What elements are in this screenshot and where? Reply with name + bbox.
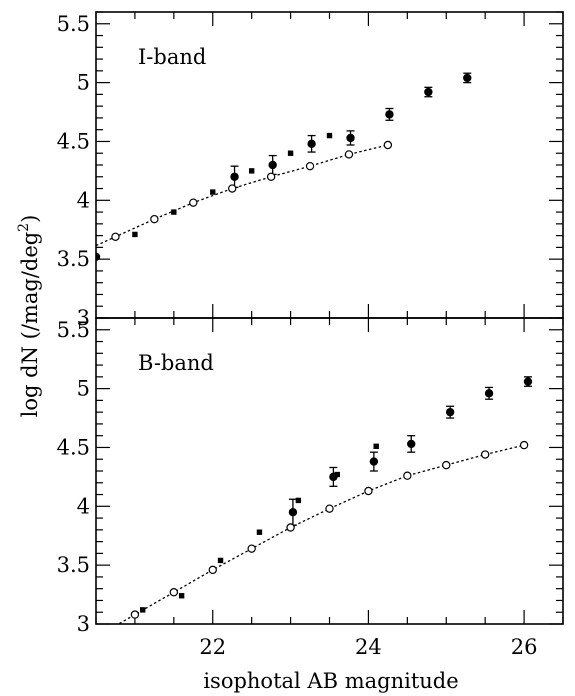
square-point (171, 209, 177, 215)
fit-line (119, 444, 525, 624)
square-point (178, 593, 185, 599)
open-circle-point (344, 150, 354, 159)
y-tick-label: 5.5 (57, 318, 90, 342)
open-circle-point (130, 610, 140, 619)
filled-circle-point (385, 110, 394, 119)
y-tick-label: 3 (77, 612, 90, 636)
open-circle-point (305, 161, 315, 171)
panel-b-band: 3 3.5 4 4.5 5 5.5 22 24 26 B-band (57, 317, 564, 659)
open-circle-point (208, 565, 217, 575)
x-tick-label: 24 (355, 635, 382, 659)
y-tick-label: 5 (77, 71, 90, 95)
panel-title: B-band (138, 351, 214, 375)
y-tick-label: 5.5 (57, 12, 90, 36)
y-axis-label-superscript: 2 (16, 223, 32, 232)
filled-circle-point (407, 439, 416, 449)
x-axis-label: isophotal AB magnitude (203, 669, 458, 693)
square-point (287, 150, 294, 156)
filled-circle-point (346, 133, 355, 143)
open-circle-point (169, 588, 179, 597)
y-tick-label: 4.5 (57, 435, 90, 459)
y-axis-label-close: ) (18, 215, 42, 223)
filled-circle-point (484, 389, 494, 398)
filled-circle-point (523, 377, 533, 386)
open-circle-point (228, 184, 237, 193)
fit-line (96, 144, 389, 247)
open-circle-point (189, 198, 198, 207)
panel-i-band: 3 3.5 4 4.5 5 5.5 I-band (57, 11, 564, 330)
open-circle-point (364, 486, 373, 496)
open-circle-point (325, 504, 334, 513)
filled-circle-point (268, 160, 277, 170)
data-layer (96, 72, 472, 261)
filled-circle-point (230, 172, 239, 181)
square-point (373, 443, 379, 449)
y-tick-label: 5 (77, 377, 90, 401)
x-tick-label: 22 (199, 635, 226, 659)
square-point (210, 189, 216, 195)
open-circle-point (519, 440, 529, 450)
square-point (295, 497, 302, 504)
y-tick-label: 4.5 (57, 129, 90, 153)
square-point (256, 529, 263, 535)
filled-circle-point (307, 139, 316, 149)
open-circle-point (266, 172, 276, 181)
y-tick-label: 4 (77, 494, 90, 518)
x-tick-label: 26 (511, 635, 538, 659)
open-circle-point (286, 523, 295, 532)
filled-circle-point (369, 457, 379, 466)
y-tick-label: 3 (77, 306, 90, 330)
data-layer (119, 376, 533, 624)
square-point (132, 231, 138, 238)
filled-circle-point (445, 407, 455, 417)
y-tick-label: 3.5 (57, 553, 90, 577)
open-circle-point (403, 471, 412, 480)
panel-title: I-band (138, 45, 206, 69)
filled-circle-point (96, 252, 101, 261)
filled-circle-point (463, 73, 472, 83)
open-circle-point (150, 214, 159, 224)
open-circle-point (111, 232, 120, 241)
y-axis-label: log dN (/mag/deg2) (16, 215, 42, 418)
open-circle-point (247, 544, 256, 553)
open-circle-point (480, 450, 490, 459)
square-point (326, 132, 333, 139)
square-point (217, 557, 224, 564)
open-circle-point (442, 460, 451, 470)
y-tick-label: 3.5 (57, 247, 90, 271)
open-circle-point (383, 140, 393, 150)
filled-circle-point (288, 507, 298, 517)
square-point (334, 471, 340, 478)
square-point (248, 168, 255, 174)
y-tick-label: 4 (77, 188, 90, 212)
filled-circle-point (424, 87, 433, 97)
